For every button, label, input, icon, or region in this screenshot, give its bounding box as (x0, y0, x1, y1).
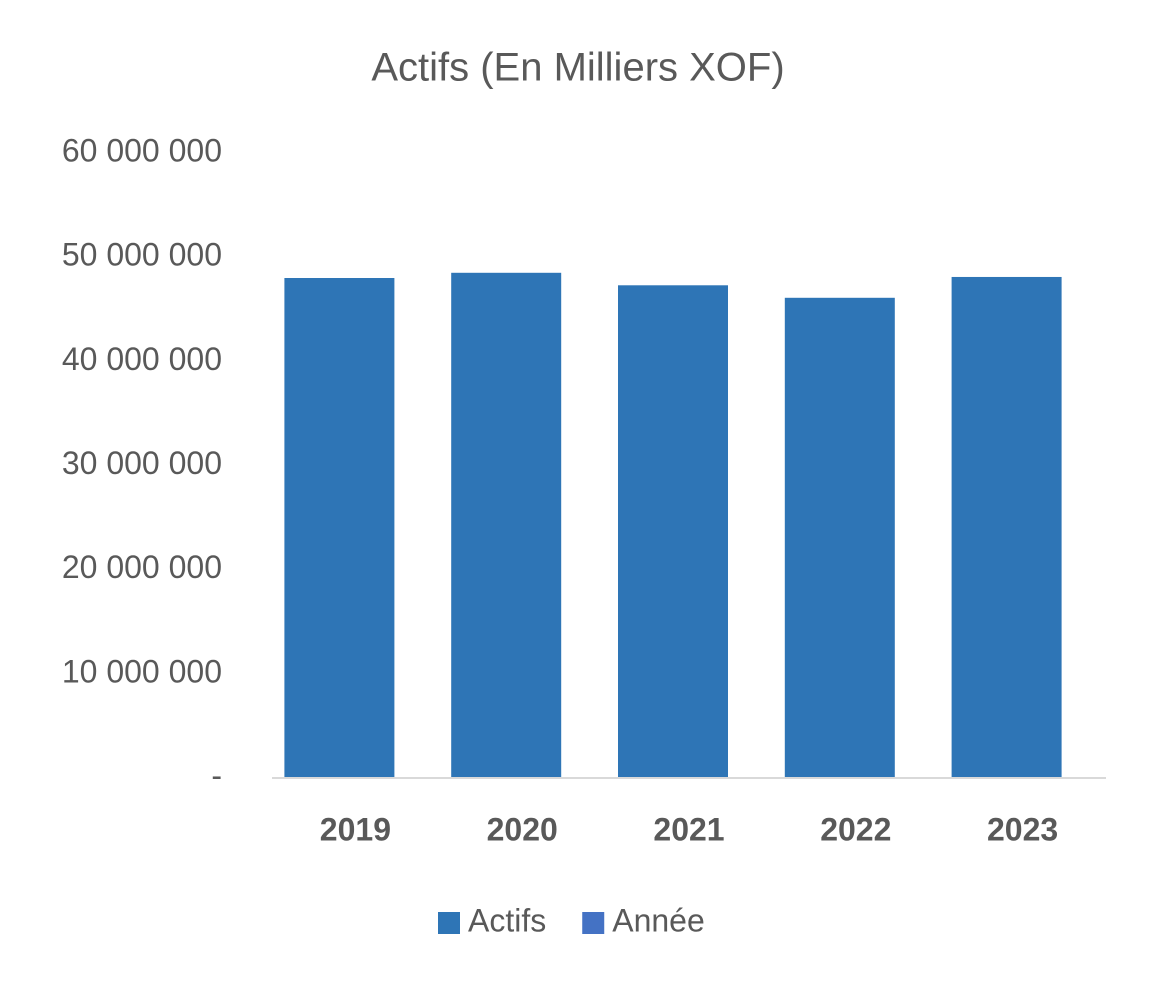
legend-swatch (438, 912, 460, 934)
bar (284, 278, 395, 778)
x-tick-label: 2023 (987, 811, 1058, 847)
x-tick-label: 2021 (653, 811, 724, 847)
x-tick-label: 2019 (320, 811, 391, 847)
y-tick-label: 10 000 000 (62, 653, 222, 689)
x-tick-label: 2020 (487, 811, 558, 847)
y-tick-label: 60 000 000 (62, 132, 222, 168)
legend-swatch (582, 912, 605, 934)
y-tick-label: 50 000 000 (62, 237, 222, 273)
y-tick-label: 40 000 000 (62, 341, 222, 377)
legend-label: Année (612, 902, 705, 938)
y-tick-label: - (211, 757, 222, 793)
bar (951, 276, 1062, 778)
bar (618, 285, 728, 778)
x-tick-label: 2022 (820, 811, 891, 847)
y-tick-label: 20 000 000 (62, 549, 222, 585)
chart-title: Actifs (En Milliers XOF) (371, 46, 784, 90)
bar (451, 272, 562, 778)
legend-label: Actifs (468, 902, 546, 938)
y-tick-label: 30 000 000 (62, 445, 222, 481)
bar (784, 297, 895, 778)
